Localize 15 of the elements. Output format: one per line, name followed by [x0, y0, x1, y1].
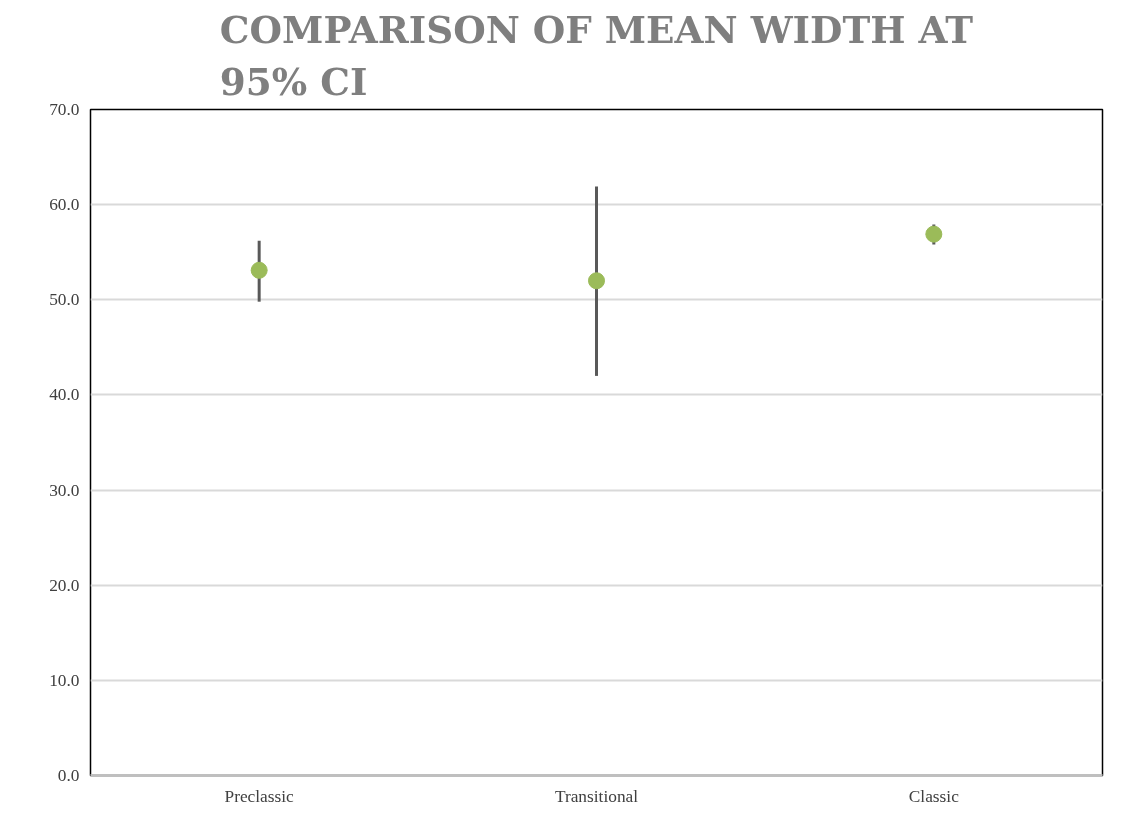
y-tick-label: 20.0 [49, 575, 80, 595]
point [925, 225, 943, 243]
y-tick-label: 60.0 [49, 195, 80, 215]
x-tick-label: Preclassic [224, 786, 295, 806]
y-tick-label: 40.0 [49, 385, 80, 405]
y-tick-label: 30.0 [49, 480, 80, 500]
y-tick-label: 50.0 [49, 290, 80, 310]
x-tick-label: Transitional [554, 786, 639, 806]
y-tick-label: 0.0 [57, 766, 80, 785]
x-tick-label: Classic [908, 786, 960, 806]
point [588, 272, 605, 290]
chart-title: COMPARISON OF MEAN WIDTH AT 95% CI [219, 7, 974, 105]
y-tick-label: 10.0 [49, 670, 80, 690]
y-tick-label: 70.0 [49, 100, 80, 119]
point [250, 261, 268, 279]
